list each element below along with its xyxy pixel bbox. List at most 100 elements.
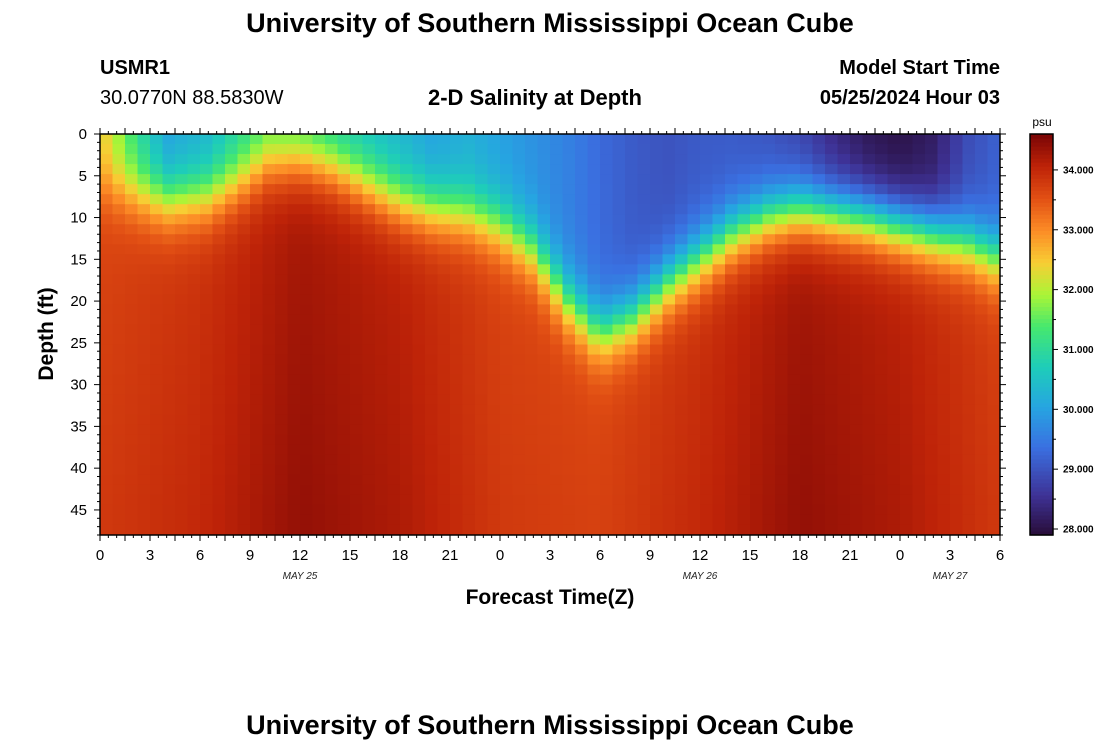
- heatmap-cell: [275, 154, 288, 165]
- heatmap-cell: [913, 254, 926, 265]
- heatmap-cell: [700, 475, 713, 486]
- heatmap-cell: [475, 345, 488, 356]
- heatmap-cell: [988, 385, 1001, 396]
- heatmap-cell: [413, 505, 426, 516]
- heatmap-cell: [788, 154, 801, 165]
- heatmap-cell: [113, 495, 126, 506]
- heatmap-cell: [825, 184, 838, 195]
- heatmap-cell: [413, 485, 426, 496]
- heatmap-cell: [750, 475, 763, 486]
- heatmap-cell: [150, 425, 163, 436]
- heatmap-cell: [300, 475, 313, 486]
- heatmap-cell: [350, 415, 363, 426]
- colorbar-swatch: [1030, 242, 1053, 247]
- heatmap-cell: [963, 345, 976, 356]
- heatmap-cell: [150, 385, 163, 396]
- heatmap-cell: [488, 204, 501, 215]
- heatmap-cell: [800, 194, 813, 205]
- heatmap-cell: [638, 425, 651, 436]
- heatmap-cell: [650, 475, 663, 486]
- heatmap-cell: [275, 204, 288, 215]
- heatmap-cell: [950, 294, 963, 305]
- heatmap-cell: [563, 475, 576, 486]
- heatmap-cell: [350, 284, 363, 295]
- heatmap-cell: [600, 304, 613, 315]
- heatmap-cell: [763, 294, 776, 305]
- heatmap-cell: [300, 294, 313, 305]
- heatmap-cell: [850, 174, 863, 185]
- colorbar-swatch: [1030, 318, 1053, 323]
- heatmap-cell: [213, 465, 226, 476]
- heatmap-cell: [938, 455, 951, 466]
- heatmap-cell: [175, 164, 188, 175]
- heatmap-cell: [563, 515, 576, 526]
- heatmap-cell: [625, 184, 638, 195]
- heatmap-cell: [150, 284, 163, 295]
- heatmap-cell: [500, 345, 513, 356]
- colorbar-swatch: [1030, 266, 1053, 271]
- heatmap-cell: [563, 445, 576, 456]
- heatmap-cell: [550, 244, 563, 255]
- colorbar-swatch: [1030, 343, 1053, 348]
- heatmap-cell: [600, 435, 613, 446]
- heatmap-cell: [500, 134, 513, 145]
- heatmap-cell: [163, 274, 176, 285]
- heatmap-cell: [150, 475, 163, 486]
- heatmap-cell: [400, 274, 413, 285]
- heatmap-cell: [663, 254, 676, 265]
- heatmap-cell: [563, 345, 576, 356]
- heatmap-cell: [375, 345, 388, 356]
- heatmap-cell: [588, 244, 601, 255]
- heatmap-cell: [950, 204, 963, 215]
- heatmap-cell: [638, 184, 651, 195]
- heatmap-cell: [200, 455, 213, 466]
- colorbar-swatch: [1030, 262, 1053, 267]
- heatmap-cell: [963, 294, 976, 305]
- heatmap-cell: [163, 365, 176, 376]
- heatmap-cell: [700, 164, 713, 175]
- heatmap-cell: [850, 164, 863, 175]
- heatmap-cell: [888, 194, 901, 205]
- heatmap-cell: [588, 254, 601, 265]
- heatmap-cell: [913, 144, 926, 155]
- heatmap-cell: [375, 324, 388, 335]
- heatmap-cell: [925, 314, 938, 325]
- heatmap-cell: [675, 324, 688, 335]
- heatmap-cell: [938, 224, 951, 235]
- heatmap-cell: [850, 385, 863, 396]
- heatmap-cell: [388, 194, 401, 205]
- heatmap-cell: [475, 194, 488, 205]
- heatmap-cell: [350, 505, 363, 516]
- heatmap-cell: [338, 465, 351, 476]
- heatmap-cell: [113, 435, 126, 446]
- heatmap-cell: [538, 294, 551, 305]
- heatmap-cell: [400, 465, 413, 476]
- heatmap-cell: [888, 515, 901, 526]
- heatmap-cell: [913, 214, 926, 225]
- heatmap-cell: [750, 375, 763, 386]
- colorbar-swatch: [1030, 439, 1053, 444]
- heatmap-cell: [900, 134, 913, 145]
- heatmap-cell: [788, 224, 801, 235]
- heatmap-cell: [250, 345, 263, 356]
- heatmap-cell: [963, 314, 976, 325]
- colorbar-swatch: [1030, 447, 1053, 452]
- heatmap-cell: [513, 485, 526, 496]
- heatmap-cell: [238, 525, 251, 536]
- heatmap-cell: [675, 304, 688, 315]
- x-tick-label: 0: [96, 547, 104, 564]
- heatmap-cell: [250, 375, 263, 386]
- heatmap-cell: [275, 405, 288, 416]
- heatmap-cell: [100, 284, 113, 295]
- heatmap-cell: [963, 284, 976, 295]
- heatmap-cell: [988, 475, 1001, 486]
- heatmap-cell: [588, 274, 601, 285]
- heatmap-cell: [125, 324, 138, 335]
- heatmap-cell: [813, 355, 826, 366]
- heatmap-cell: [363, 455, 376, 466]
- colorbar-swatch: [1030, 294, 1053, 299]
- heatmap-cell: [225, 365, 238, 376]
- heatmap-cell: [713, 144, 726, 155]
- heatmap-cell: [550, 164, 563, 175]
- heatmap-cell: [875, 435, 888, 446]
